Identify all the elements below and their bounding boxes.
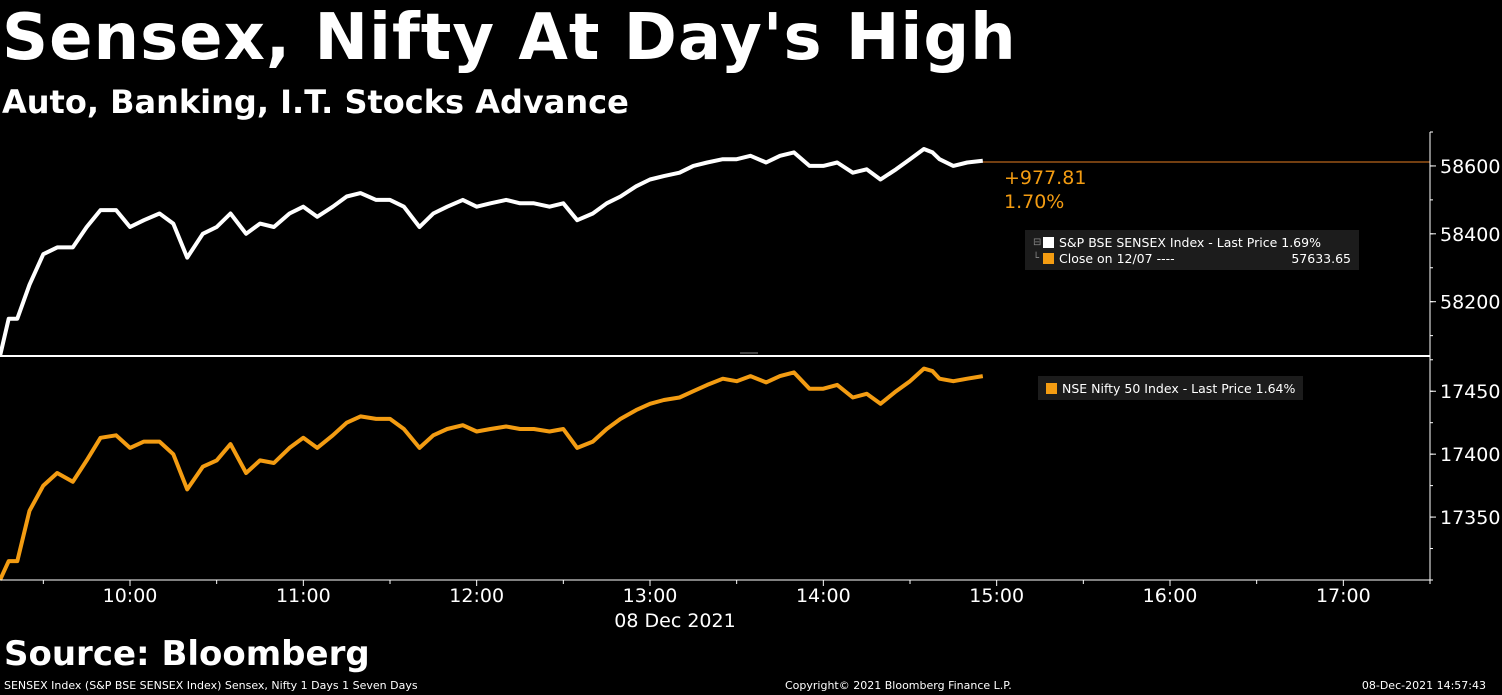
x-tick-label: 16:00 xyxy=(1143,585,1198,607)
x-tick-label: 11:00 xyxy=(276,585,331,607)
chart-subtitle: Auto, Banking, I.T. Stocks Advance xyxy=(2,83,629,121)
tree-branch-icon: └ xyxy=(1033,252,1040,264)
change-annotation: +977.81 xyxy=(1004,167,1086,189)
sensex-series-line xyxy=(0,147,984,357)
y-tick-label: 17400 xyxy=(1440,444,1500,466)
x-tick-label: 15:00 xyxy=(969,585,1024,607)
sensex-swatch-icon xyxy=(1043,236,1054,248)
chart-title: Sensex, Nifty At Day's High xyxy=(2,1,1017,75)
change-pct-annotation: 1.70% xyxy=(1004,191,1064,213)
footer-timestamp: 08-Dec-2021 14:57:43 xyxy=(1361,679,1486,692)
nifty-swatch-icon xyxy=(1046,382,1057,394)
y-tick-label: 58400 xyxy=(1440,224,1500,246)
tree-toggle-icon[interactable]: ⊟ xyxy=(1033,236,1042,248)
legend-nifty-label: NSE Nifty 50 Index - Last Price 1.64% xyxy=(1062,380,1296,396)
close-swatch-icon xyxy=(1043,252,1054,264)
x-tick-label: 10:00 xyxy=(103,585,158,607)
y-tick-label: 17350 xyxy=(1440,507,1500,529)
x-tick-label: 13:00 xyxy=(623,585,678,607)
y-tick-label: 58200 xyxy=(1440,292,1500,314)
x-tick-label: 12:00 xyxy=(449,585,504,607)
footer-ticker-info: SENSEX Index (S&P BSE SENSEX Index) Sens… xyxy=(4,679,418,692)
legend-close-value: 57633.65 xyxy=(1291,250,1351,266)
x-tick-label: 17:00 xyxy=(1316,585,1371,607)
chart-area: 58200 58400 58600 17350 17400 17450 10:00 11:… xyxy=(0,131,1500,632)
legend-sensex-label: S&P BSE SENSEX Index - Last Price 1.69% xyxy=(1059,234,1321,250)
footer-copyright: Copyright© 2021 Bloomberg Finance L.P. xyxy=(785,679,1012,692)
y-tick-label: 58600 xyxy=(1440,156,1500,178)
x-tick-label: 14:00 xyxy=(796,585,851,607)
legend-sensex[interactable]: ⊟ S&P BSE SENSEX Index - Last Price 1.69… xyxy=(1025,230,1359,270)
source-label: Source: Bloomberg xyxy=(4,634,370,674)
y-tick-label: 17450 xyxy=(1440,381,1500,403)
x-axis-date-label: 08 Dec 2021 xyxy=(614,610,735,632)
nifty-series-line xyxy=(0,366,984,581)
legend-nifty[interactable]: NSE Nifty 50 Index - Last Price 1.64% xyxy=(1038,376,1304,400)
legend-close-label: Close on 12/07 ---- xyxy=(1059,250,1175,266)
